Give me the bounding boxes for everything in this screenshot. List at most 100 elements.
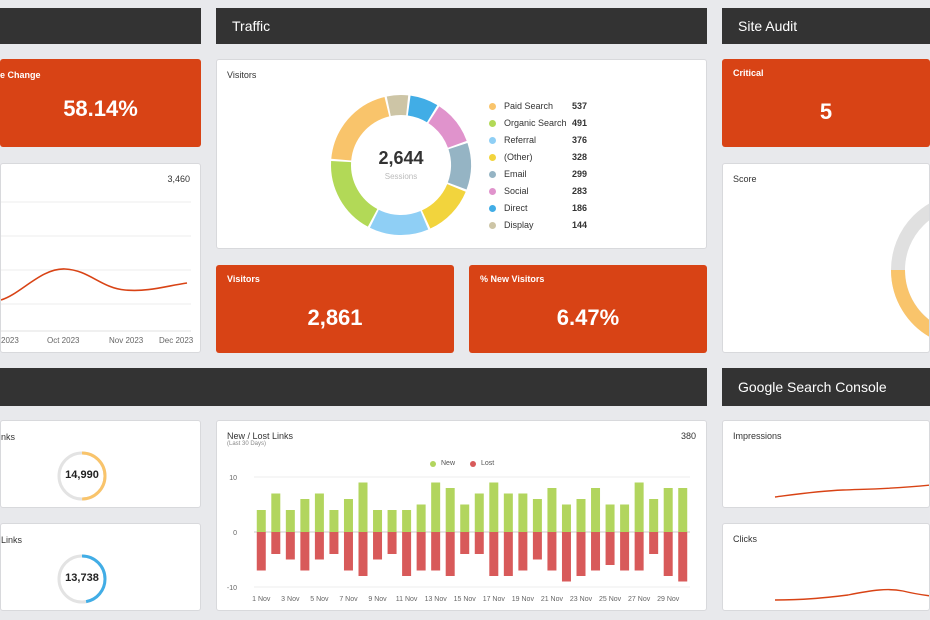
new-lost-bar-chart: 10 0 -10 1 Nov 3 Nov 5 Nov 7 Nov 9 Nov 11 Nov 13 … xyxy=(227,475,690,603)
legend-value: 537 xyxy=(572,101,588,111)
critical-kpi-card[interactable]: Critical 5 xyxy=(722,59,930,147)
x-tick-label: 25 Nov xyxy=(599,596,622,603)
x-tick-label: 7 Nov xyxy=(339,596,358,603)
score-card[interactable]: Score xyxy=(722,163,930,353)
legend-item[interactable]: Display 144 xyxy=(489,219,587,231)
legend-item[interactable]: Referral 376 xyxy=(489,134,587,146)
impressions-card[interactable]: Impressions xyxy=(722,420,930,508)
bar-lost xyxy=(402,532,412,576)
bar-new xyxy=(489,482,499,532)
bar-lost xyxy=(503,532,513,576)
links-total-ring xyxy=(57,451,107,501)
y-tick-label: 10 xyxy=(229,475,237,482)
bar-lost xyxy=(387,532,397,554)
impressions-sparkline xyxy=(774,484,929,498)
x-tick-label: 27 Nov xyxy=(628,596,651,603)
bar-lost xyxy=(561,532,571,582)
bar-new xyxy=(561,504,571,532)
left-line-chart-card[interactable]: 3,460 2023 Oct 2023 Nov 2023 Dec 2023 xyxy=(0,163,201,353)
legend-dot xyxy=(489,170,496,178)
links-second-label: Links xyxy=(1,535,23,545)
bar-lost xyxy=(431,532,441,571)
legend-item[interactable]: Email 299 xyxy=(489,168,587,180)
legend-name: Social xyxy=(504,186,529,196)
links-second-card[interactable]: Links 13,738 xyxy=(0,523,201,611)
legend-dot xyxy=(489,102,496,110)
bar-new xyxy=(576,499,586,532)
left-x-tick-3: Nov 2023 xyxy=(109,336,144,345)
bar-new xyxy=(663,488,673,532)
visitors-donut-card[interactable]: Visitors 2,644 Sessions Paid Search 537 Or… xyxy=(216,59,707,249)
legend-item[interactable]: Organic Search 491 xyxy=(489,117,587,129)
x-tick-label: 19 Nov xyxy=(512,596,535,603)
x-tick-label: 11 Nov xyxy=(396,596,418,603)
legend-value: 144 xyxy=(572,220,588,230)
legend-dot xyxy=(489,187,496,195)
left-x-tick-4: Dec 2023 xyxy=(159,336,194,345)
links-total-label: nks xyxy=(1,432,16,442)
bar-new xyxy=(460,504,470,532)
bar-lost xyxy=(634,532,644,571)
new-lost-links-card[interactable]: New / Lost Links (Last 30 Days) 380 New … xyxy=(216,420,707,611)
donut-slice-organic-search xyxy=(331,95,471,235)
x-tick-label: 15 Nov xyxy=(454,596,477,603)
x-tick-label: 1 Nov xyxy=(252,596,271,603)
bar-lost xyxy=(343,532,353,571)
bar-new xyxy=(634,482,644,532)
bar-new xyxy=(271,493,281,532)
legend-new-label: New xyxy=(441,460,456,467)
visitors-kpi-label: Visitors xyxy=(227,274,260,284)
legend-item[interactable]: Paid Search 537 xyxy=(489,100,587,112)
legend-dot xyxy=(489,153,496,161)
legend-item[interactable]: Social 283 xyxy=(489,185,587,197)
legend-lost-dot xyxy=(470,460,476,467)
x-tick-label: 23 Nov xyxy=(570,596,593,603)
legend-item[interactable]: Direct 186 xyxy=(489,202,587,214)
bar-new xyxy=(503,493,513,532)
bar-lost xyxy=(285,532,295,560)
bar-new xyxy=(474,493,484,532)
legend-dot xyxy=(489,204,496,212)
x-tick-label: 9 Nov xyxy=(368,596,387,603)
bar-new xyxy=(445,488,455,532)
legend-value: 186 xyxy=(572,203,588,213)
bar-new xyxy=(314,493,324,532)
bar-new xyxy=(591,488,601,532)
legend-name: (Other) xyxy=(504,152,533,162)
clicks-card[interactable]: Clicks xyxy=(722,523,930,611)
bar-lost xyxy=(576,532,586,576)
x-tick-label: 17 Nov xyxy=(483,596,506,603)
bar-lost xyxy=(256,532,266,571)
visitors-card-title: Visitors xyxy=(227,70,257,80)
left-chart-line xyxy=(1,268,188,301)
bar-new xyxy=(649,499,659,532)
bar-new xyxy=(416,504,426,532)
bar-lost xyxy=(547,532,557,571)
clicks-label: Clicks xyxy=(733,534,757,544)
traffic-legend: Paid Search 537 Organic Search 491 Referral 3… xyxy=(489,100,609,230)
legend-lost-label: Lost xyxy=(481,460,495,467)
change-kpi-card[interactable]: e Change 58.14% xyxy=(0,59,201,147)
donut-slice-paid-search xyxy=(331,95,471,235)
new-visitors-kpi-card[interactable]: % New Visitors 6.47% xyxy=(469,265,707,353)
links-total-card[interactable]: nks 14,990 xyxy=(0,420,201,508)
donut-slice-display xyxy=(331,94,471,235)
change-kpi-value: 58.14% xyxy=(63,96,138,121)
bar-lost xyxy=(271,532,281,554)
bar-lost xyxy=(605,532,615,565)
x-tick-label: 29 Nov xyxy=(657,596,680,603)
visitors-kpi-card[interactable]: Visitors 2,861 xyxy=(216,265,454,353)
donut-slice-direct xyxy=(331,94,471,235)
links-second-value: 13,738 xyxy=(65,572,99,584)
left-x-tick-2: Oct 2023 xyxy=(47,336,80,345)
donut-slice-referral xyxy=(331,95,471,235)
bar-lost xyxy=(314,532,324,560)
bar-new xyxy=(431,482,441,532)
left-panel-header xyxy=(0,8,201,44)
x-tick-label: 13 Nov xyxy=(425,596,448,603)
score-gauge xyxy=(890,203,929,337)
gsc-title: Google Search Console xyxy=(738,379,887,395)
score-label: Score xyxy=(733,174,757,184)
legend-lost: Lost xyxy=(470,460,494,467)
legend-item[interactable]: (Other) 328 xyxy=(489,151,587,163)
